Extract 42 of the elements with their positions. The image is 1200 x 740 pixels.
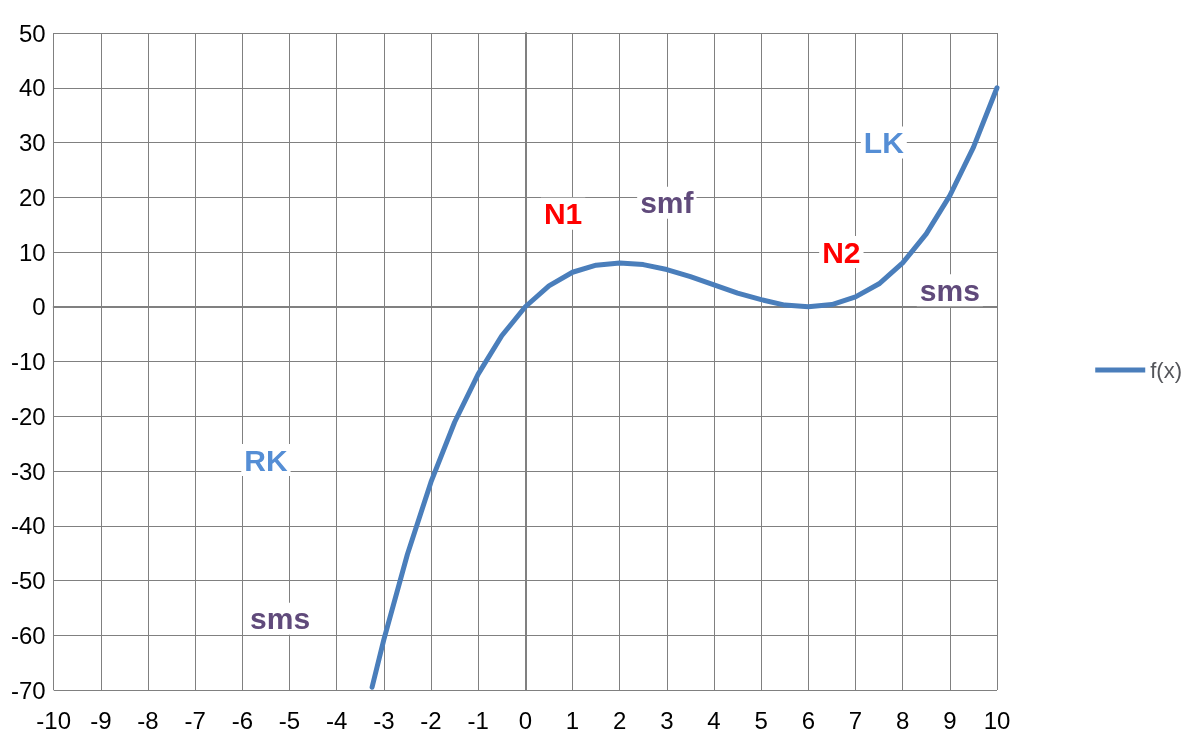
annotation: sms <box>250 602 311 636</box>
x-tick-label: 3 <box>660 706 674 734</box>
y-tick-label: 30 <box>18 129 46 156</box>
x-tick-label: -7 <box>184 706 206 734</box>
annotation: smf <box>640 186 695 220</box>
annotation: sms <box>919 273 980 307</box>
y-tick-label: 50 <box>18 19 46 47</box>
y-tick-label: 10 <box>18 238 46 266</box>
annotation: N1 <box>543 197 583 231</box>
x-tick-label: -8 <box>137 706 159 734</box>
x-tick-label: -3 <box>373 706 395 734</box>
y-tick-label: -50 <box>11 567 46 594</box>
y-tick-label: -40 <box>11 512 46 540</box>
y-tick-label: -10 <box>11 348 46 375</box>
y-tick-label: -70 <box>11 676 46 704</box>
y-tick-label: -60 <box>11 621 46 649</box>
y-tick-label: 20 <box>18 183 46 211</box>
x-tick-label: 1 <box>565 706 580 734</box>
x-tick-label: -10 <box>36 706 72 734</box>
y-tick-label: -20 <box>11 402 46 430</box>
y-tick-label: 0 <box>32 293 46 321</box>
x-tick-label: 7 <box>848 706 863 734</box>
x-tick-label: -9 <box>90 706 112 734</box>
y-tick-label: -30 <box>11 457 46 485</box>
x-tick-label: 6 <box>801 706 816 734</box>
x-tick-label: 10 <box>983 706 1011 734</box>
x-tick-label: 2 <box>613 706 627 734</box>
annotation: RK <box>244 443 288 477</box>
x-tick-label: 9 <box>943 706 957 734</box>
x-tick-label: -6 <box>231 706 254 734</box>
x-tick-label: -5 <box>278 706 301 734</box>
x-tick-label: 0 <box>518 706 533 734</box>
annotation: N2 <box>822 235 861 269</box>
y-tick-label: 40 <box>18 74 46 102</box>
legend-label: f(x) <box>1150 357 1182 383</box>
x-tick-label: -1 <box>467 706 489 734</box>
x-tick-label: 4 <box>707 706 721 734</box>
x-tick-label: -4 <box>326 706 348 734</box>
annotation: LK <box>863 126 905 159</box>
x-tick-label: -2 <box>420 706 442 734</box>
x-tick-label: 8 <box>895 706 910 734</box>
x-tick-label: 5 <box>754 706 768 734</box>
